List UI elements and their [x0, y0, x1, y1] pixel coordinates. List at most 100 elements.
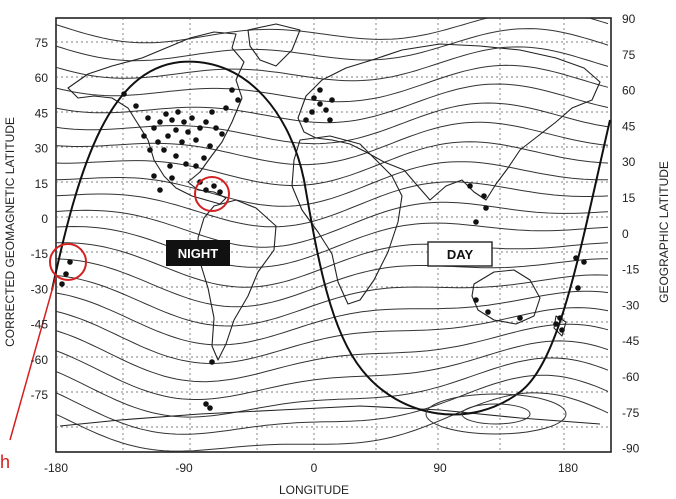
left-tick-label: 60 [35, 71, 49, 85]
observation-dot [317, 101, 323, 107]
right-tick-label: 15 [622, 191, 636, 205]
observation-dot [161, 147, 167, 153]
observation-dot [151, 173, 157, 179]
observation-dot [207, 405, 213, 411]
contour-line [55, 323, 609, 383]
observation-dot [211, 183, 217, 189]
observation-dot [481, 193, 487, 199]
observation-dot [317, 87, 323, 93]
observation-dot [67, 259, 73, 265]
africa-outline [291, 135, 403, 305]
right-tick-label: -45 [622, 334, 640, 348]
contour-line [55, 357, 609, 418]
observation-dot [197, 125, 203, 131]
observation-dot [213, 125, 219, 131]
right-axis-title: GEOGRAPHIC LATITUDE [657, 161, 671, 303]
contour-line [55, 102, 609, 145]
observation-dot [303, 117, 309, 123]
bottom-tick-label: 90 [433, 461, 447, 475]
contour-line [55, 141, 609, 186]
observation-dot [235, 97, 241, 103]
day-night-terminator [51, 60, 611, 416]
observation-dot [157, 119, 163, 125]
contour-line [56, 242, 609, 288]
right-tick-label: 90 [622, 12, 636, 26]
left-tick-label: 75 [35, 36, 49, 50]
observation-dot [557, 315, 563, 321]
observation-dot [175, 109, 181, 115]
day-label: DAY [447, 247, 474, 262]
terminator-west [51, 60, 611, 416]
right-tick-label: -60 [622, 370, 640, 384]
observation-dot [183, 161, 189, 167]
observation-dot [203, 401, 209, 407]
contour-line [55, 290, 609, 346]
right-tick-label: 45 [622, 119, 636, 133]
observation-dot [473, 219, 479, 225]
observation-dot [209, 359, 215, 365]
bottom-tick-label: 180 [558, 461, 578, 475]
right-tick-label: 30 [622, 155, 636, 169]
right-tick-label: -90 [622, 442, 640, 456]
right-tick-label: 60 [622, 84, 636, 98]
observation-dot [207, 143, 213, 149]
observation-dot [329, 97, 335, 103]
observation-dot [141, 133, 147, 139]
contour-line [55, 222, 609, 268]
right-tick-label: -15 [622, 263, 640, 277]
observation-dot [173, 153, 179, 159]
australia-outline [471, 269, 541, 325]
observation-dot [473, 297, 479, 303]
observation-dot [219, 131, 225, 137]
observation-dot [323, 107, 329, 113]
observation-dot [133, 103, 139, 109]
bottom-axis-ticks: -180 -90 0 90 180 [44, 461, 578, 475]
contour-line [55, 274, 609, 327]
observation-dot [167, 163, 173, 169]
contour-line [55, 374, 609, 435]
right-tick-label: 0 [622, 227, 629, 241]
observation-dot [147, 147, 153, 153]
contour-line [55, 83, 609, 124]
observation-dot [63, 271, 69, 277]
left-tick-label: 0 [41, 212, 48, 226]
observation-dot [169, 117, 175, 123]
observation-dot [309, 109, 315, 115]
observation-dot [327, 117, 333, 123]
southern-oval [425, 393, 567, 435]
observation-dot [193, 163, 199, 169]
left-axis-title: CORRECTED GEOMAGNETIC LATITUDE [3, 117, 17, 347]
observation-dot [485, 309, 491, 315]
observation-dot [517, 315, 523, 321]
contour-line [55, 258, 608, 308]
observation-dot [575, 285, 581, 291]
observation-dot [209, 109, 215, 115]
left-tick-label: -15 [31, 247, 49, 261]
plot-frame [55, 17, 612, 453]
observation-dot [181, 119, 187, 125]
observation-dot [169, 175, 175, 181]
observation-dot [151, 125, 157, 131]
observation-dot [165, 133, 171, 139]
left-tick-label: -60 [31, 353, 49, 367]
contour-line [55, 121, 609, 166]
right-tick-label: 75 [622, 48, 636, 62]
contour-line [55, 17, 609, 44]
greenland-outline [247, 23, 301, 67]
contour-line [55, 181, 609, 228]
day-label-box [427, 241, 493, 267]
observation-dot [203, 119, 209, 125]
observation-dot [311, 95, 317, 101]
bottom-tick-label: -180 [44, 461, 68, 475]
observation-dot [581, 259, 587, 265]
observation-dot [223, 105, 229, 111]
observation-dot [157, 187, 163, 193]
observation-dot [59, 281, 65, 287]
observation-dot [217, 189, 223, 195]
observation-dot [185, 129, 191, 135]
observation-dot [163, 111, 169, 117]
contour-line [55, 28, 609, 62]
observation-dot [573, 255, 579, 261]
observation-dot [229, 87, 235, 93]
